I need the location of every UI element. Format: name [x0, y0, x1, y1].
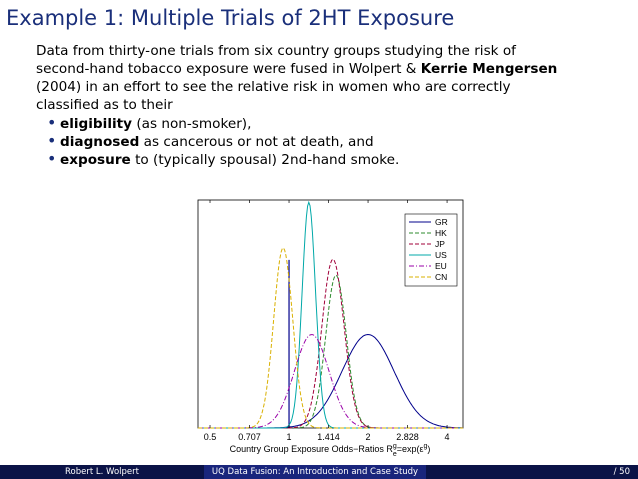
x-tick-label: 4 [445, 432, 450, 442]
bullet-diagnosed: diagnosed as cancerous or not at death, … [47, 132, 636, 151]
slide-title: Example 1: Multiple Trials of 2HT Exposu… [6, 6, 455, 30]
intro-line-3: (2004) in an effort to see the relative … [36, 79, 511, 95]
bullet-diagnosed-term: diagnosed [60, 134, 140, 150]
bullet-exposure-term: exposure [60, 152, 131, 168]
x-tick-label: 0.707 [238, 432, 261, 442]
x-axis-label-tail: =exp(ε [397, 444, 424, 454]
x-axis-label-end: ) [427, 444, 430, 454]
x-tick-label: 1 [287, 432, 292, 442]
legend-label-us: US [435, 250, 447, 260]
criteria-list: eligibility (as non-smoker), diagnosed a… [36, 114, 636, 169]
bullet-exposure-text: to (typically spousal) 2nd-hand smoke. [130, 152, 400, 168]
x-tick-label: 1.414 [317, 432, 340, 442]
x-axis-label-tail-sup: g [424, 443, 428, 450]
footer-author: Robert L. Wolpert [0, 465, 204, 479]
intro-line-4: classified as to their [36, 97, 173, 113]
slide-footer: Robert L. Wolpert UQ Data Fusion: An Int… [0, 465, 638, 479]
footer-page-number: / 50 [613, 467, 630, 477]
legend-label-eu: EU [435, 261, 447, 271]
x-tick-label: 0.5 [204, 432, 217, 442]
bullet-eligibility-text: (as non-smoker), [132, 116, 252, 132]
x-tick-label: 2.828 [396, 432, 419, 442]
bullet-exposure: exposure to (typically spousal) 2nd-hand… [47, 150, 636, 169]
intro-line-2: second-hand tobacco exposure were fused … [36, 60, 636, 78]
x-tick-label: 2 [366, 432, 371, 442]
legend-box [404, 213, 458, 287]
intro-paragraph: Data from thirty-one trials from six cou… [36, 42, 636, 114]
series-layer [198, 200, 463, 429]
intro-line-1: Data from thirty-one trials from six cou… [36, 43, 516, 59]
legend-label-hk: HK [435, 228, 447, 238]
x-axis-label: Country Group Exposure Odds−Ratios Rg e=e… [230, 443, 431, 458]
x-axis-label-main: Country Group Exposure Odds−Ratios R [230, 444, 394, 454]
legend-label-jp: JP [435, 239, 445, 249]
intro-line-2-text: second-hand tobacco exposure were fused … [36, 61, 421, 77]
series-line-cn [198, 247, 463, 429]
x-axis-label-sub: e [393, 451, 397, 458]
bullet-eligibility-term: eligibility [60, 116, 132, 132]
legend-label-cn: CN [435, 272, 447, 282]
tick-layer: 0.5 0.707 1 1.414 2 2.828 4 [204, 200, 450, 442]
legend-label-gr: GR [435, 217, 448, 227]
footer-page: / 50 [426, 465, 638, 479]
x-axis-label-sup: g [393, 443, 397, 450]
bullet-diagnosed-text: as cancerous or not at death, and [139, 134, 374, 150]
slide-body: Data from thirty-one trials from six cou… [36, 42, 636, 169]
author-name-bold: Kerrie Mengersen [420, 61, 558, 77]
footer-talk-title: UQ Data Fusion: An Introduction and Case… [204, 465, 426, 479]
bullet-eligibility: eligibility (as non-smoker), [47, 114, 636, 133]
